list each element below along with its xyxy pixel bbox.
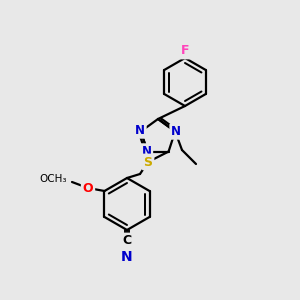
Text: N: N	[141, 145, 152, 158]
Text: C: C	[122, 235, 132, 248]
Text: S: S	[143, 155, 152, 169]
Text: O: O	[83, 182, 93, 194]
Text: N: N	[171, 125, 181, 138]
Text: N: N	[135, 124, 145, 137]
Text: N: N	[121, 250, 133, 264]
Text: F: F	[181, 44, 189, 58]
Text: OCH₃: OCH₃	[40, 174, 67, 184]
